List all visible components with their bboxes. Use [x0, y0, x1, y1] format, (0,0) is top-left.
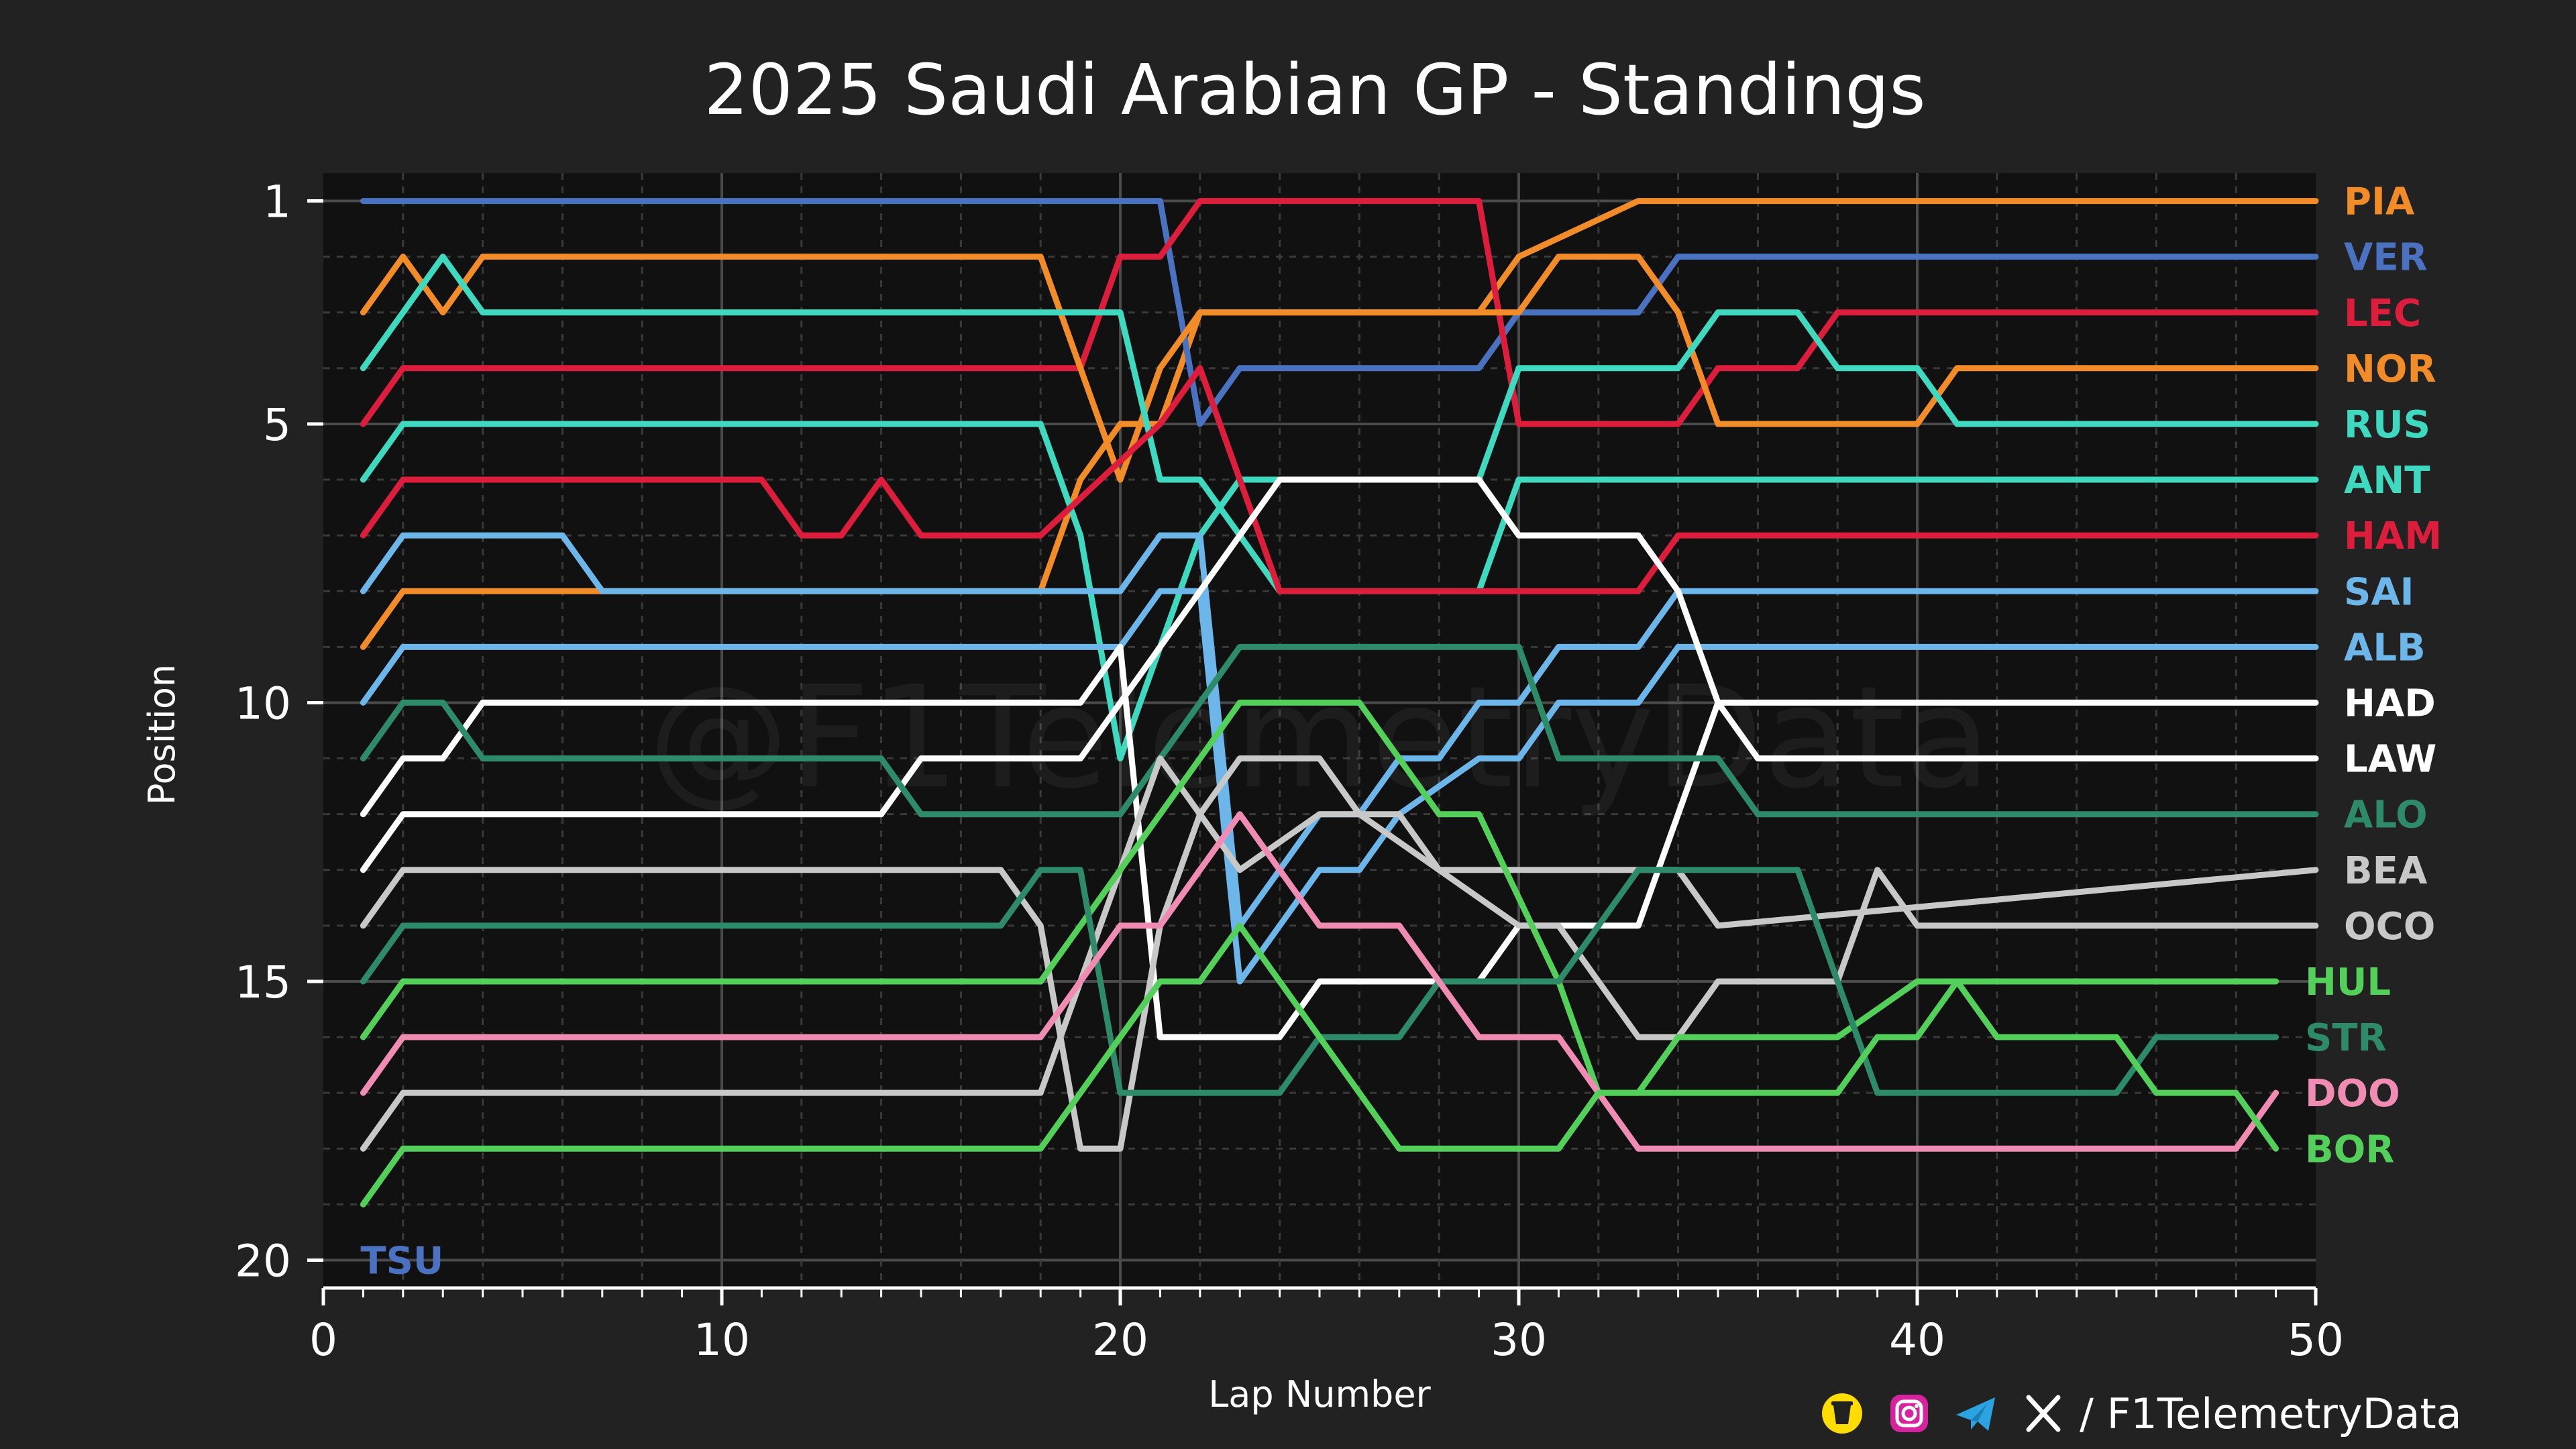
driver-label-hul: HUL: [2305, 961, 2391, 1004]
series-line-nor: [360, 254, 2319, 483]
x-axis-label: Lap Number: [1208, 1373, 1431, 1415]
driver-label-nor: NOR: [2344, 347, 2436, 391]
x-tick-label: 30: [1491, 1314, 1547, 1366]
buymeacoffee-icon[interactable]: [1822, 1393, 1862, 1434]
series-line-ant: [360, 254, 2319, 594]
driver-label-bea: BEA: [2344, 849, 2428, 893]
chart-title: 2025 Saudi Arabian GP - Standings: [704, 49, 1925, 131]
driver-label-str: STR: [2305, 1016, 2387, 1060]
driver-labels: PIA VER LEC NOR RUS ANT HAM SAI ALB HAD LAW ALO BEA O…: [360, 180, 2442, 1283]
series-line-ver: [360, 198, 2319, 427]
driver-label-sai: SAI: [2344, 570, 2414, 614]
series-line-ham: [360, 365, 2319, 594]
series-line-str: [360, 867, 2279, 1096]
driver-label-lec: LEC: [2344, 292, 2421, 335]
driver-label-tsu: TSU: [360, 1239, 443, 1283]
x-icon[interactable]: [2026, 1395, 2061, 1432]
x-tick-label: 50: [2288, 1314, 2344, 1366]
x-tick-label: 40: [1889, 1314, 1945, 1366]
instagram-icon[interactable]: [1890, 1395, 1928, 1432]
x-tick-label: 20: [1092, 1314, 1148, 1366]
y-tick-label: 1: [263, 176, 291, 228]
driver-label-ver: VER: [2344, 236, 2428, 280]
watermark-text: @F1TelemetryData: [648, 655, 1991, 820]
footer: / F1TelemetryData: [1822, 1389, 2462, 1438]
y-tick-label: 10: [235, 678, 291, 729]
driver-label-law: LAW: [2344, 738, 2436, 782]
series-line-hul: [360, 699, 2279, 1096]
driver-label-rus: RUS: [2344, 403, 2430, 447]
y-tick-label: 5: [263, 399, 291, 451]
series-line-alo: [360, 643, 2319, 818]
x-tick-label: 0: [309, 1314, 337, 1366]
driver-label-pia: PIA: [2344, 180, 2415, 224]
driver-label-alb: ALB: [2344, 626, 2426, 669]
x-tick-label: 10: [694, 1314, 750, 1366]
series-line-law: [360, 476, 2319, 873]
series-line-had: [360, 643, 2319, 1040]
driver-label-alo: ALO: [2344, 794, 2428, 837]
driver-label-oco: OCO: [2344, 905, 2435, 949]
driver-label-doo: DOO: [2305, 1072, 2400, 1116]
y-axis-label: Position: [141, 664, 183, 805]
driver-label-ham: HAM: [2344, 515, 2442, 558]
driver-label-bor: BOR: [2305, 1128, 2394, 1171]
plot-area: [323, 173, 2316, 1288]
series-line-bor: [360, 922, 2279, 1208]
driver-label-had: HAD: [2344, 682, 2436, 725]
y-tick-label: 15: [235, 957, 291, 1008]
series-line-pia: [360, 198, 2319, 650]
telegram-icon[interactable]: [1956, 1397, 1995, 1431]
footer-handle[interactable]: / F1TelemetryData: [2080, 1389, 2462, 1438]
y-tick-label: 20: [235, 1235, 291, 1287]
series-lines: [360, 198, 2319, 1208]
driver-label-ant: ANT: [2344, 459, 2430, 502]
